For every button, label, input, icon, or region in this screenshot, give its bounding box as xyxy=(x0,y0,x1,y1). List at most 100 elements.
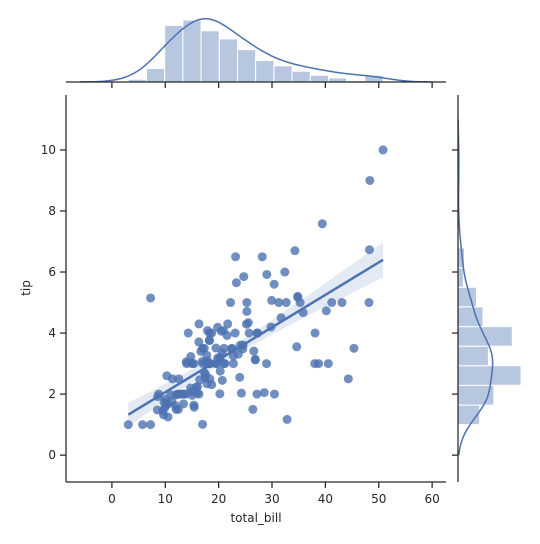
x-tick-label: 20 xyxy=(211,492,226,506)
point xyxy=(179,389,189,399)
point xyxy=(269,389,279,399)
point xyxy=(365,175,375,185)
point xyxy=(235,372,245,382)
point xyxy=(159,397,169,407)
point xyxy=(192,388,202,398)
point xyxy=(317,219,327,229)
hist-bar xyxy=(273,65,293,83)
point xyxy=(281,298,291,308)
x-tick-label: 40 xyxy=(318,492,333,506)
point xyxy=(257,252,267,262)
point xyxy=(323,359,333,369)
y-tick-label: 8 xyxy=(48,204,56,218)
point xyxy=(228,351,238,361)
y-tick-label: 2 xyxy=(48,387,56,401)
point xyxy=(174,374,184,384)
point xyxy=(242,298,252,308)
point xyxy=(204,335,214,345)
point xyxy=(198,419,208,429)
point xyxy=(167,374,177,384)
point xyxy=(242,306,252,316)
kde-curve xyxy=(457,119,494,456)
point xyxy=(183,328,193,338)
point xyxy=(146,420,156,430)
hist-bar xyxy=(291,70,311,83)
point xyxy=(327,298,337,308)
x-tick-label: 60 xyxy=(424,492,439,506)
point xyxy=(186,383,196,393)
point xyxy=(207,380,217,390)
point xyxy=(239,272,249,282)
point xyxy=(217,375,227,385)
point xyxy=(231,252,241,262)
x-axis-label: total_bill xyxy=(230,511,281,525)
point xyxy=(215,366,225,376)
point xyxy=(170,400,180,410)
point xyxy=(267,295,277,305)
point xyxy=(337,298,347,308)
x-tick-label: 30 xyxy=(264,492,279,506)
point xyxy=(213,322,223,332)
point xyxy=(189,359,199,369)
point xyxy=(172,389,182,399)
point xyxy=(199,343,209,353)
point xyxy=(236,388,246,398)
x-tick-label: 50 xyxy=(371,492,386,506)
point xyxy=(292,342,302,352)
point xyxy=(179,399,189,409)
point xyxy=(365,245,375,255)
point xyxy=(314,359,324,369)
point xyxy=(282,414,292,424)
point xyxy=(152,405,162,415)
hist-bar xyxy=(145,68,166,83)
point xyxy=(182,359,192,369)
y-tick-label: 0 xyxy=(48,448,56,462)
point xyxy=(321,306,331,316)
hist-bar xyxy=(164,24,184,83)
point xyxy=(163,412,173,422)
point xyxy=(280,267,290,277)
point xyxy=(194,319,204,329)
point xyxy=(219,359,229,369)
point xyxy=(259,388,269,398)
hist-bar xyxy=(457,365,522,386)
point xyxy=(343,374,353,384)
y-tick-label: 10 xyxy=(41,143,56,157)
point xyxy=(138,420,148,430)
point xyxy=(364,298,374,308)
point xyxy=(293,292,303,302)
point xyxy=(378,145,388,155)
y-tick-label: 4 xyxy=(48,326,56,340)
point xyxy=(226,298,236,308)
point xyxy=(231,278,241,288)
point xyxy=(195,375,205,385)
hist-bar xyxy=(236,49,257,83)
hist-bar xyxy=(309,74,329,83)
point xyxy=(146,293,156,303)
hist-bar xyxy=(218,38,238,83)
point xyxy=(310,328,320,338)
hist-bar xyxy=(457,267,464,288)
point xyxy=(223,319,233,329)
hist-bar xyxy=(457,286,477,308)
point xyxy=(249,346,259,356)
hist-bar xyxy=(255,59,275,83)
point xyxy=(228,359,238,369)
regression-line xyxy=(127,258,384,416)
point xyxy=(203,356,213,366)
point xyxy=(349,343,359,353)
point xyxy=(290,246,300,256)
y-tick-label: 6 xyxy=(48,265,56,279)
x-tick-label: 10 xyxy=(158,492,173,506)
point xyxy=(262,359,272,369)
point xyxy=(215,389,225,399)
point xyxy=(250,354,260,364)
hist-bar xyxy=(182,19,202,83)
point xyxy=(230,328,240,338)
point xyxy=(241,319,251,329)
point xyxy=(207,328,217,338)
point xyxy=(244,328,254,338)
point xyxy=(274,298,284,308)
